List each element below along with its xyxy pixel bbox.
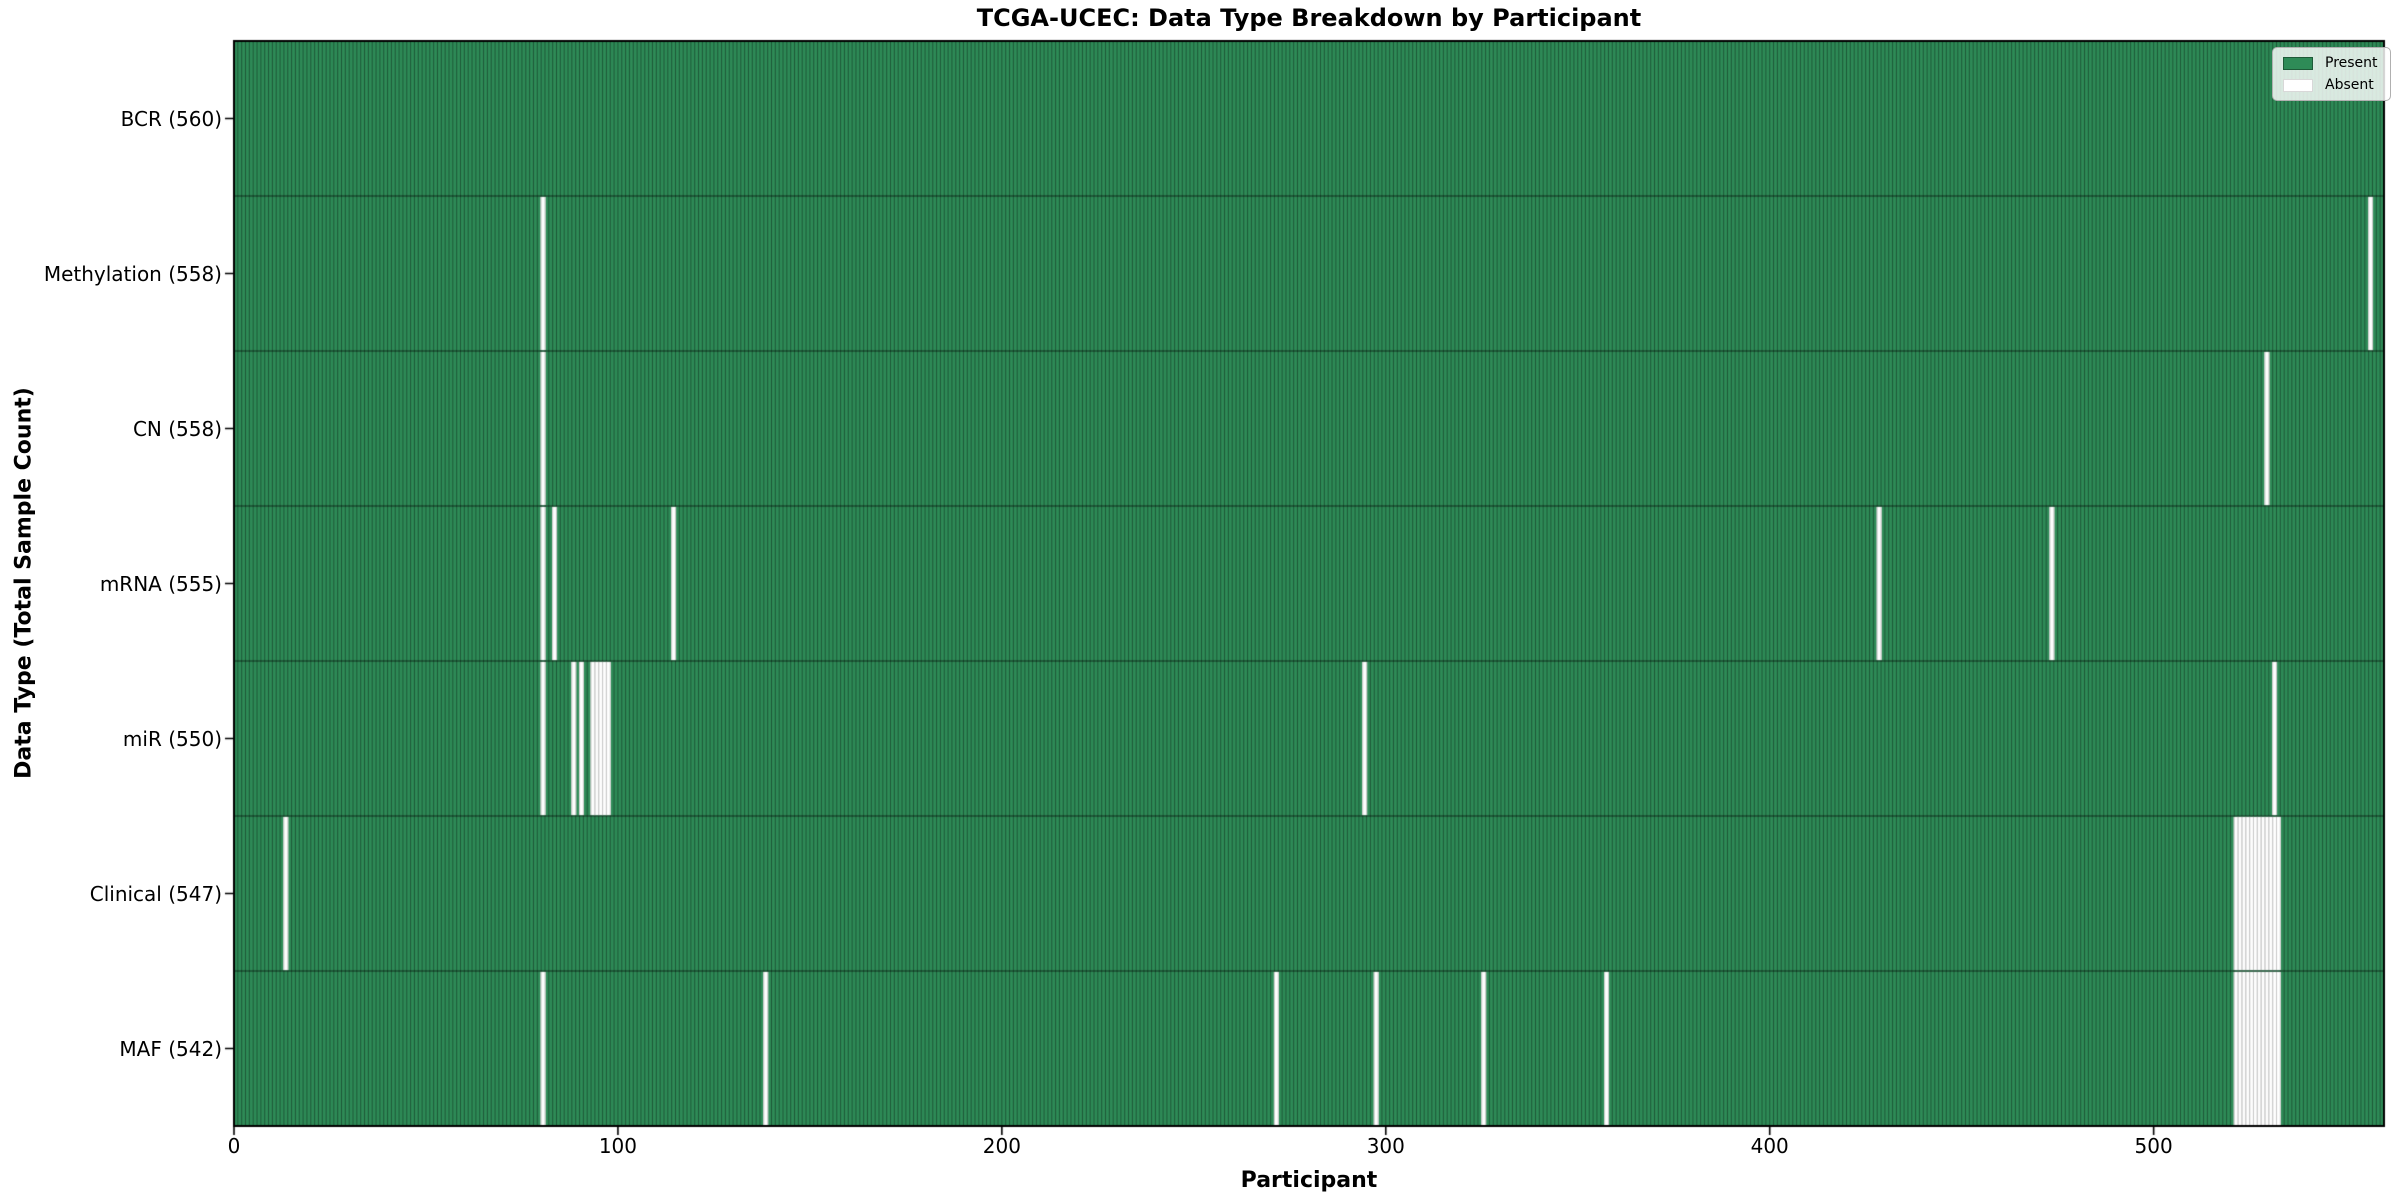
y-tick-label-clinical: Clinical (547) — [89, 881, 222, 906]
y-tick-label-cn: CN (558) — [132, 416, 222, 441]
y-axis-tick-labels: BCR (560) Methylation (558) CN (558) mRNA (… — [0, 0, 222, 1200]
y-tick-label-maf: MAF (542) — [119, 1036, 222, 1061]
x-axis-label: Participant — [1240, 1168, 1378, 1193]
y-tick-label-bcr: BCR (560) — [120, 106, 222, 131]
legend-label-present: Present — [2325, 55, 2378, 71]
y-tick-label-mir: miR (550) — [122, 726, 222, 751]
y-tick-label-mrna: mRNA (555) — [99, 571, 222, 596]
x-tick-label-400: 400 — [1750, 1134, 1789, 1158]
y-tick-label-methylation: Methylation (558) — [43, 261, 222, 286]
absent-swatch-icon — [2283, 78, 2313, 92]
chart-title: TCGA-UCEC: Data Type Breakdown by Partic… — [976, 4, 1642, 32]
present-swatch-icon — [2283, 56, 2313, 70]
x-tick-label-500: 500 — [2134, 1134, 2173, 1158]
x-tick-label-100: 100 — [598, 1134, 638, 1158]
legend-label-absent: Absent — [2325, 77, 2374, 93]
x-tick-label-300: 300 — [1366, 1134, 1405, 1158]
x-tick-label-200: 200 — [982, 1134, 1021, 1158]
legend-item-absent: Absent — [2283, 77, 2378, 93]
y-axis-label: Data Type (Total Sample Count) — [11, 387, 37, 779]
legend: Present Absent — [2272, 47, 2391, 101]
legend-item-present: Present — [2283, 55, 2378, 71]
x-tick-label-0: 0 — [227, 1134, 241, 1158]
